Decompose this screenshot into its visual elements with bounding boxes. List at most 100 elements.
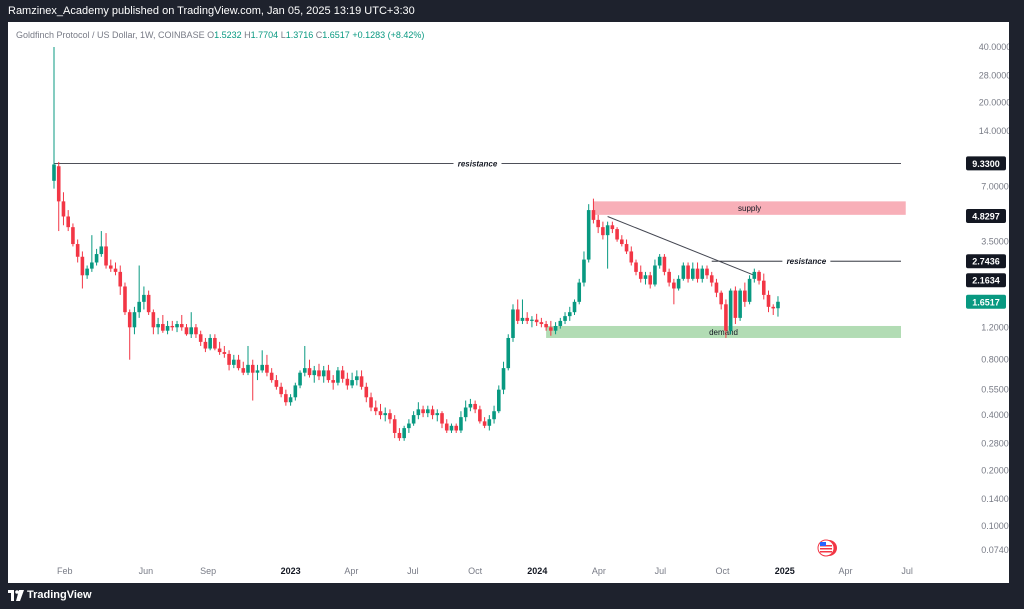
candle-body (336, 370, 340, 383)
candle-body (700, 268, 705, 279)
y-tick-label: 14.0000 (979, 126, 1009, 136)
x-tick-label: 2025 (775, 566, 795, 576)
candle-body (75, 244, 80, 257)
candle-body (567, 312, 572, 317)
candle-body (501, 368, 506, 390)
candle-body (104, 246, 108, 266)
time-axis[interactable]: Feb Jun Sep 2023 Apr Jul Oct 2024 Apr Jul Oct 2025 A… (57, 566, 913, 576)
candle-body (468, 403, 473, 408)
candle-body (317, 370, 321, 377)
y-tick-label: 0.2800 (981, 439, 1009, 449)
price-label: 1.6517 (972, 297, 1000, 307)
close-label: C (315, 30, 323, 40)
candle-body (672, 282, 676, 289)
x-tick-label: Jul (655, 566, 667, 576)
candle-body (719, 292, 723, 305)
candle-body (369, 397, 373, 408)
x-tick-label: Jul (901, 566, 913, 576)
candle-body (544, 324, 548, 328)
candle-body (482, 421, 487, 426)
candle-body (56, 166, 61, 202)
logo-dot (15, 590, 19, 594)
resistance-label-bg (782, 256, 831, 267)
candle-body (459, 417, 463, 431)
demand-zone-label: demand (709, 328, 738, 337)
candle-body (449, 425, 454, 431)
candle-body (539, 322, 544, 325)
candle-body (563, 316, 567, 321)
tradingview-brand[interactable]: TradingView (27, 589, 92, 601)
candle-body (127, 312, 132, 328)
candle-body (582, 259, 586, 283)
symbol-name: Goldfinch Protocol / US Dollar, 1W, COIN… (16, 30, 205, 40)
candle-body (269, 372, 274, 381)
candle-body (80, 256, 85, 276)
candlestick-chart[interactable]: 40.0000 28.0000 20.0000 14.0000 7.0000 3.5000… (8, 22, 1009, 583)
candle-body (312, 370, 317, 376)
candle-body (236, 359, 241, 369)
candle-body (232, 359, 236, 365)
candle-body (265, 364, 269, 373)
candle-body (530, 319, 534, 321)
y-tick-label: 7.0000 (981, 181, 1009, 191)
price-label-box (966, 208, 1006, 223)
candle-body (657, 256, 662, 266)
y-tick-label: 0.8000 (981, 355, 1009, 365)
candle-body (156, 324, 160, 328)
candle-body (99, 246, 104, 255)
candle-body (653, 265, 657, 285)
candle-body (690, 268, 695, 279)
candle-body (558, 320, 563, 326)
change-value: +0.1283 (+8.42%) (352, 30, 425, 40)
candle-body (331, 380, 335, 383)
candle-body (85, 268, 89, 276)
candle-body (440, 413, 444, 424)
price-label-box (966, 254, 1006, 269)
candle-body (714, 282, 719, 293)
chart-panel[interactable]: 40.0000 28.0000 20.0000 14.0000 7.0000 3.5000… (8, 22, 1009, 583)
candle-body (373, 407, 378, 412)
candle-body (638, 271, 643, 279)
candle-body (392, 419, 397, 433)
candle-body (326, 370, 331, 381)
flag-icon[interactable] (817, 539, 837, 557)
candle-body (572, 301, 577, 313)
x-tick-label: Apr (344, 566, 358, 576)
candle-body (577, 282, 582, 302)
candle-body (478, 409, 482, 422)
candle-body (194, 327, 198, 335)
candle-body (743, 290, 747, 302)
candle-body (667, 271, 671, 283)
low-value: 1.3716 (285, 30, 314, 40)
candle-body (250, 364, 255, 373)
candle-body (402, 428, 406, 439)
candle-body (184, 327, 189, 335)
candle-body (681, 265, 686, 279)
symbol-legend[interactable]: Goldfinch Protocol / US Dollar, 1W, COIN… (16, 30, 424, 40)
y-tick-label: 1.2000 (981, 322, 1009, 332)
candle-body (397, 432, 402, 439)
candle-body (492, 411, 496, 420)
candle-body (705, 268, 709, 276)
candle-body (761, 280, 766, 295)
candle-body (411, 415, 416, 424)
candle-body (260, 364, 265, 371)
y-tick-label: 0.2000 (981, 466, 1009, 476)
price-axis[interactable]: 40.0000 28.0000 20.0000 14.0000 7.0000 3.5000… (979, 42, 1009, 555)
candle-body (553, 325, 558, 331)
candle-body (61, 201, 66, 217)
demand-zone (546, 325, 901, 338)
candle-body (165, 325, 170, 331)
candle-body (747, 278, 752, 302)
tradingview-logo-icon[interactable] (8, 590, 24, 601)
candle-body (724, 304, 728, 331)
price-label-box (966, 156, 1006, 171)
candle-body (605, 225, 610, 236)
candle-body (515, 309, 520, 321)
candle-body (525, 317, 529, 321)
candle-body (222, 352, 227, 354)
candle-body (454, 425, 459, 431)
candle-body (307, 368, 312, 376)
candle-body (520, 317, 525, 321)
candle-body (596, 219, 600, 228)
